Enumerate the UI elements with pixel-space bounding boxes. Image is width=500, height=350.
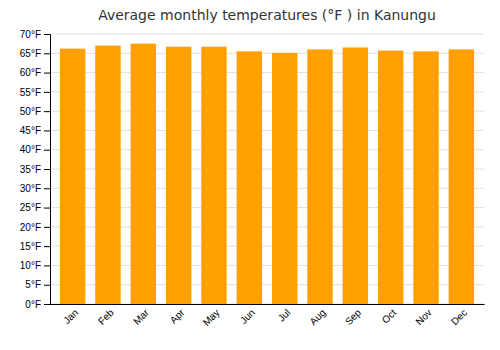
tick-mark xyxy=(44,208,50,209)
tick-mark xyxy=(44,246,50,247)
tick-label: 5°F xyxy=(25,279,41,290)
tick: 70°F xyxy=(20,29,50,40)
bar xyxy=(131,44,156,304)
tick-label: Mar xyxy=(131,306,151,326)
tick-mark xyxy=(44,227,50,228)
tick-mark xyxy=(44,92,50,93)
tick: 15°F xyxy=(20,241,50,252)
tick-label: Aug xyxy=(307,307,327,327)
tick: Jun xyxy=(238,307,257,326)
tick-label: Nov xyxy=(413,307,433,327)
tick: Sep xyxy=(343,307,364,328)
tick-label: Sep xyxy=(343,307,364,328)
tick-label: 60°F xyxy=(20,67,41,78)
tick-mark xyxy=(44,150,50,151)
tick: 35°F xyxy=(20,164,50,175)
tick-mark xyxy=(44,265,50,266)
tick: 40°F xyxy=(20,144,50,155)
tick-label: 65°F xyxy=(20,48,41,59)
tick-mark xyxy=(44,111,50,112)
tick-label: 0°F xyxy=(25,299,41,310)
tick: Dec xyxy=(449,307,469,327)
tick: 55°F xyxy=(20,87,50,98)
title: Average monthly temperatures (°F ) in Ka… xyxy=(98,7,436,23)
tick: May xyxy=(201,307,222,328)
tick-label: 30°F xyxy=(20,183,41,194)
tick-label: 15°F xyxy=(20,241,41,252)
tick-label: Jun xyxy=(238,307,257,326)
tick: 60°F xyxy=(20,67,50,78)
grid-line xyxy=(50,34,484,35)
bar xyxy=(166,47,191,304)
tick: Jul xyxy=(276,307,293,324)
tick: Feb xyxy=(96,307,116,327)
plot-area xyxy=(60,44,474,304)
bar xyxy=(237,51,262,304)
chart: Jan Feb Mar Apr May Jun Jul Aug Sep Oct Nov Dec 0°F 5… xyxy=(0,0,500,350)
tick: Aug xyxy=(307,307,327,327)
tick-label: Oct xyxy=(380,307,399,326)
bar xyxy=(60,49,85,304)
tick-label: 45°F xyxy=(20,125,41,136)
tick-label: 25°F xyxy=(20,202,41,213)
tick-mark xyxy=(44,73,50,74)
tick-label: Apr xyxy=(168,306,187,325)
tick-label: May xyxy=(201,307,222,328)
tick: 50°F xyxy=(20,106,50,117)
x-axis: Jan Feb Mar Apr May Jun Jul Aug Sep Oct Nov Dec xyxy=(51,305,485,328)
tick-label: Dec xyxy=(449,307,469,327)
tick-label: 70°F xyxy=(20,29,41,40)
tick-label: Feb xyxy=(96,307,116,327)
tick-mark xyxy=(44,130,50,131)
bar xyxy=(307,49,332,304)
tick-label: Jan xyxy=(61,307,80,326)
tick: Jan xyxy=(61,307,80,326)
bar xyxy=(272,53,297,304)
tick: 20°F xyxy=(20,222,50,233)
bar xyxy=(95,46,120,304)
tick: Apr xyxy=(168,306,187,325)
bar xyxy=(343,48,368,305)
tick-mark xyxy=(44,169,50,170)
tick-label: 10°F xyxy=(20,260,41,271)
tick: 25°F xyxy=(20,202,50,213)
tick-label: 35°F xyxy=(20,164,41,175)
tick: Oct xyxy=(380,307,399,326)
tick-mark xyxy=(44,285,50,286)
tick: 30°F xyxy=(20,183,50,194)
tick-mark xyxy=(44,188,50,189)
axis-line xyxy=(44,35,51,305)
bar xyxy=(201,47,226,304)
bar xyxy=(378,51,403,304)
tick: 10°F xyxy=(20,260,50,271)
tick: 5°F xyxy=(25,279,50,290)
y-axis: 0°F 5°F 10°F 15°F 20°F 25°F 30°F 35°F 40°F 45°F 50… xyxy=(20,29,51,310)
tick-label: 40°F xyxy=(20,144,41,155)
tick-label: Jul xyxy=(276,307,293,324)
tick: Mar xyxy=(131,306,151,326)
tick-mark xyxy=(44,34,50,35)
tick: Nov xyxy=(413,307,433,327)
tick-label: 50°F xyxy=(20,106,41,117)
tick: 0°F xyxy=(25,299,50,310)
bar xyxy=(449,49,474,304)
tick: 65°F xyxy=(20,48,50,59)
tick: 45°F xyxy=(20,125,50,136)
tick-label: 55°F xyxy=(20,87,41,98)
axis-line xyxy=(51,304,485,305)
tick-mark xyxy=(44,304,50,305)
tick-label: 20°F xyxy=(20,222,41,233)
tick-mark xyxy=(44,53,50,54)
grid xyxy=(50,34,484,304)
bar xyxy=(413,51,438,304)
